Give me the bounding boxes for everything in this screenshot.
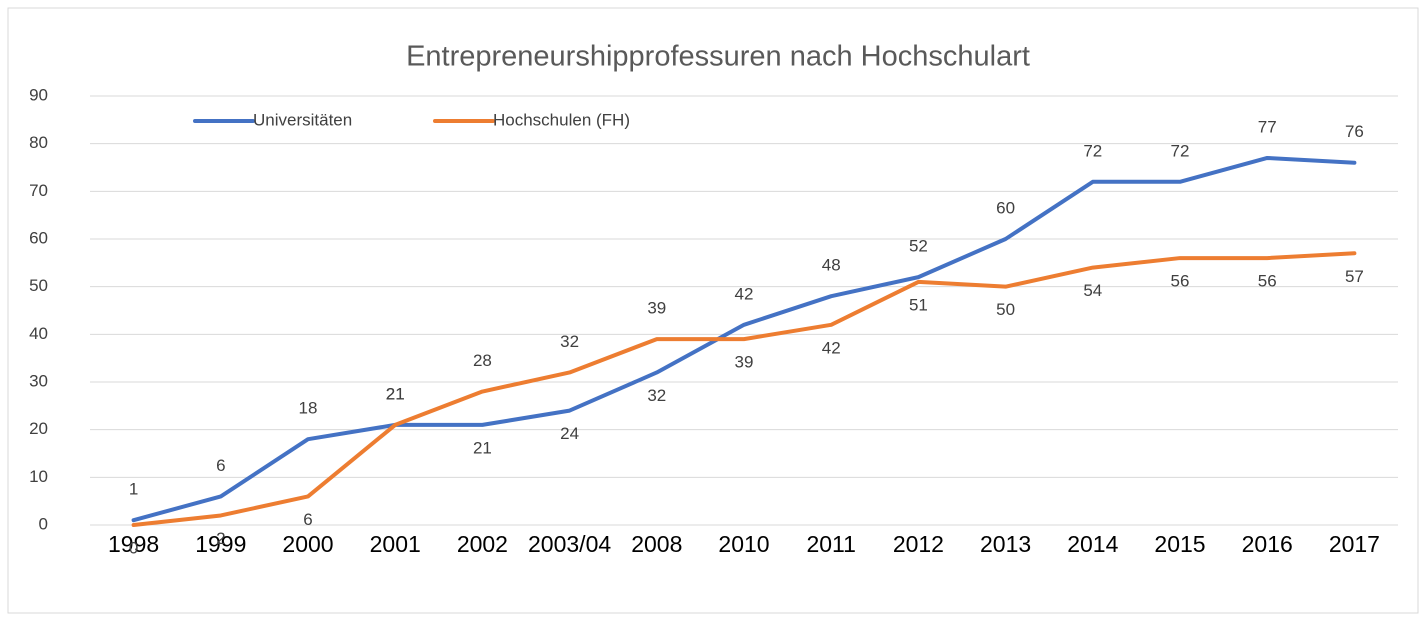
data-label: 72 (1171, 141, 1190, 160)
data-label: 21 (386, 384, 405, 403)
data-label: 24 (560, 424, 579, 443)
data-label: 56 (1171, 272, 1190, 291)
x-tick-label: 2015 (1154, 531, 1205, 557)
y-tick-label: 50 (29, 276, 48, 295)
chart-title: Entrepreneurshipprofessuren nach Hochsch… (406, 41, 1030, 73)
x-tick-label: 2013 (980, 531, 1031, 557)
data-label: 39 (647, 299, 666, 318)
y-tick-label: 40 (29, 324, 48, 343)
data-label: 42 (822, 338, 841, 357)
x-tick-label: 2000 (282, 531, 333, 557)
data-line (131, 251, 1357, 527)
y-tick-label: 10 (29, 467, 48, 486)
y-tick-label: 70 (29, 181, 48, 200)
x-tick-label: 2010 (718, 531, 769, 557)
y-tick-label: 30 (29, 371, 48, 390)
data-label: 21 (386, 384, 405, 403)
data-label: 6 (216, 456, 225, 475)
data-label: 42 (735, 284, 754, 303)
data-line (131, 155, 1357, 523)
data-label: 39 (735, 353, 754, 372)
data-label: 77 (1258, 117, 1277, 136)
data-label: 48 (822, 256, 841, 275)
x-tick-label: 2008 (631, 531, 682, 557)
x-tick-label: 2014 (1067, 531, 1118, 557)
x-tick-label: 2011 (806, 531, 855, 557)
data-label: 60 (996, 198, 1015, 217)
data-label: 32 (560, 332, 579, 351)
data-label: 51 (909, 295, 928, 314)
data-label: 57 (1345, 267, 1364, 286)
data-label: 32 (647, 386, 666, 405)
x-tick-label: 1999 (195, 531, 246, 557)
data-label: 54 (1083, 281, 1102, 300)
data-label: 52 (909, 237, 928, 256)
y-tick-label: 80 (29, 133, 48, 152)
y-tick-label: 90 (29, 85, 48, 104)
data-label: 72 (1083, 141, 1102, 160)
data-label: 1 (129, 480, 138, 499)
y-tick-label: 60 (29, 228, 48, 247)
legend-label: Universitäten (253, 110, 352, 129)
data-label: 76 (1345, 122, 1364, 141)
data-label: 0 (129, 538, 138, 557)
chart-frame (7, 7, 1419, 614)
x-tick-label: 1998 (108, 531, 159, 557)
data-label: 21 (473, 438, 492, 457)
x-tick-label: 2017 (1329, 531, 1380, 557)
data-label: 2 (216, 529, 225, 548)
x-tick-label: 2012 (893, 531, 944, 557)
data-label: 28 (473, 351, 492, 370)
y-tick-label: 20 (29, 419, 48, 438)
x-tick-label: 2003/04 (528, 531, 611, 557)
data-label: 18 (299, 399, 318, 418)
x-tick-label: 2016 (1242, 531, 1293, 557)
x-tick-label: 2002 (457, 531, 508, 557)
data-label: 56 (1258, 272, 1277, 291)
data-label: 6 (303, 510, 312, 529)
data-label: 50 (996, 300, 1015, 319)
y-tick-label: 0 (39, 514, 48, 533)
x-tick-label: 2001 (370, 531, 421, 557)
legend-label: Hochschulen (FH) (493, 110, 630, 129)
